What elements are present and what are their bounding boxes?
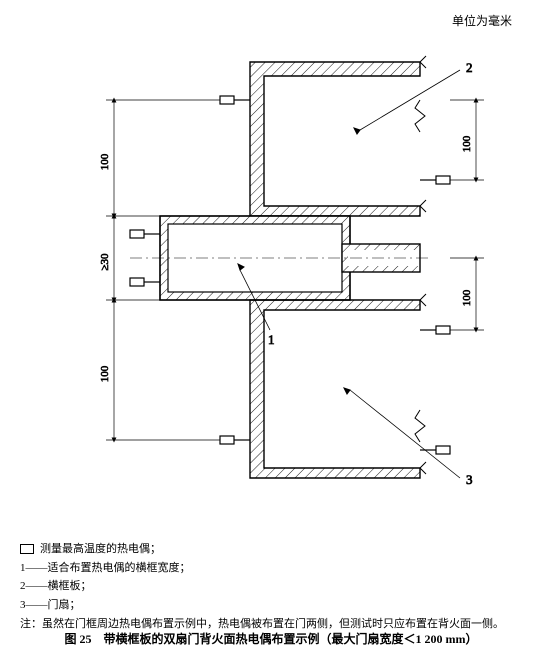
svg-text:100: 100 — [99, 365, 111, 382]
legend-item-2: 2——横框板； — [20, 577, 504, 596]
dimensions-right: 100 100 — [450, 100, 484, 330]
svg-text:100: 100 — [461, 135, 473, 152]
mullion-box — [130, 216, 430, 300]
svg-text:≥30: ≥30 — [99, 253, 111, 271]
figure: 100 ≥30 100 100 100 — [10, 30, 532, 535]
top-panel — [250, 56, 426, 216]
svg-text:1: 1 — [268, 332, 275, 347]
legend-item-1: 1——适合布置热电偶的横框宽度； — [20, 559, 504, 578]
legend-sym-text: 测量最高温度的热电偶； — [40, 540, 161, 559]
legend: 测量最高温度的热电偶； 1——适合布置热电偶的横框宽度； 2——横框板； 3——… — [20, 540, 504, 633]
svg-text:2: 2 — [466, 60, 473, 75]
figure-caption: 图 25 带横框板的双扇门背火面热电偶布置示例（最大门扇宽度＜1 200 mm） — [10, 630, 532, 647]
svg-text:100: 100 — [99, 153, 111, 170]
svg-text:3: 3 — [466, 472, 473, 487]
thermocouple-symbol — [20, 544, 34, 554]
bottom-panel — [250, 294, 426, 478]
unit-label: 单位为毫米 — [452, 12, 512, 29]
svg-text:100: 100 — [461, 289, 473, 306]
legend-item-3: 3——门扇； — [20, 596, 504, 615]
